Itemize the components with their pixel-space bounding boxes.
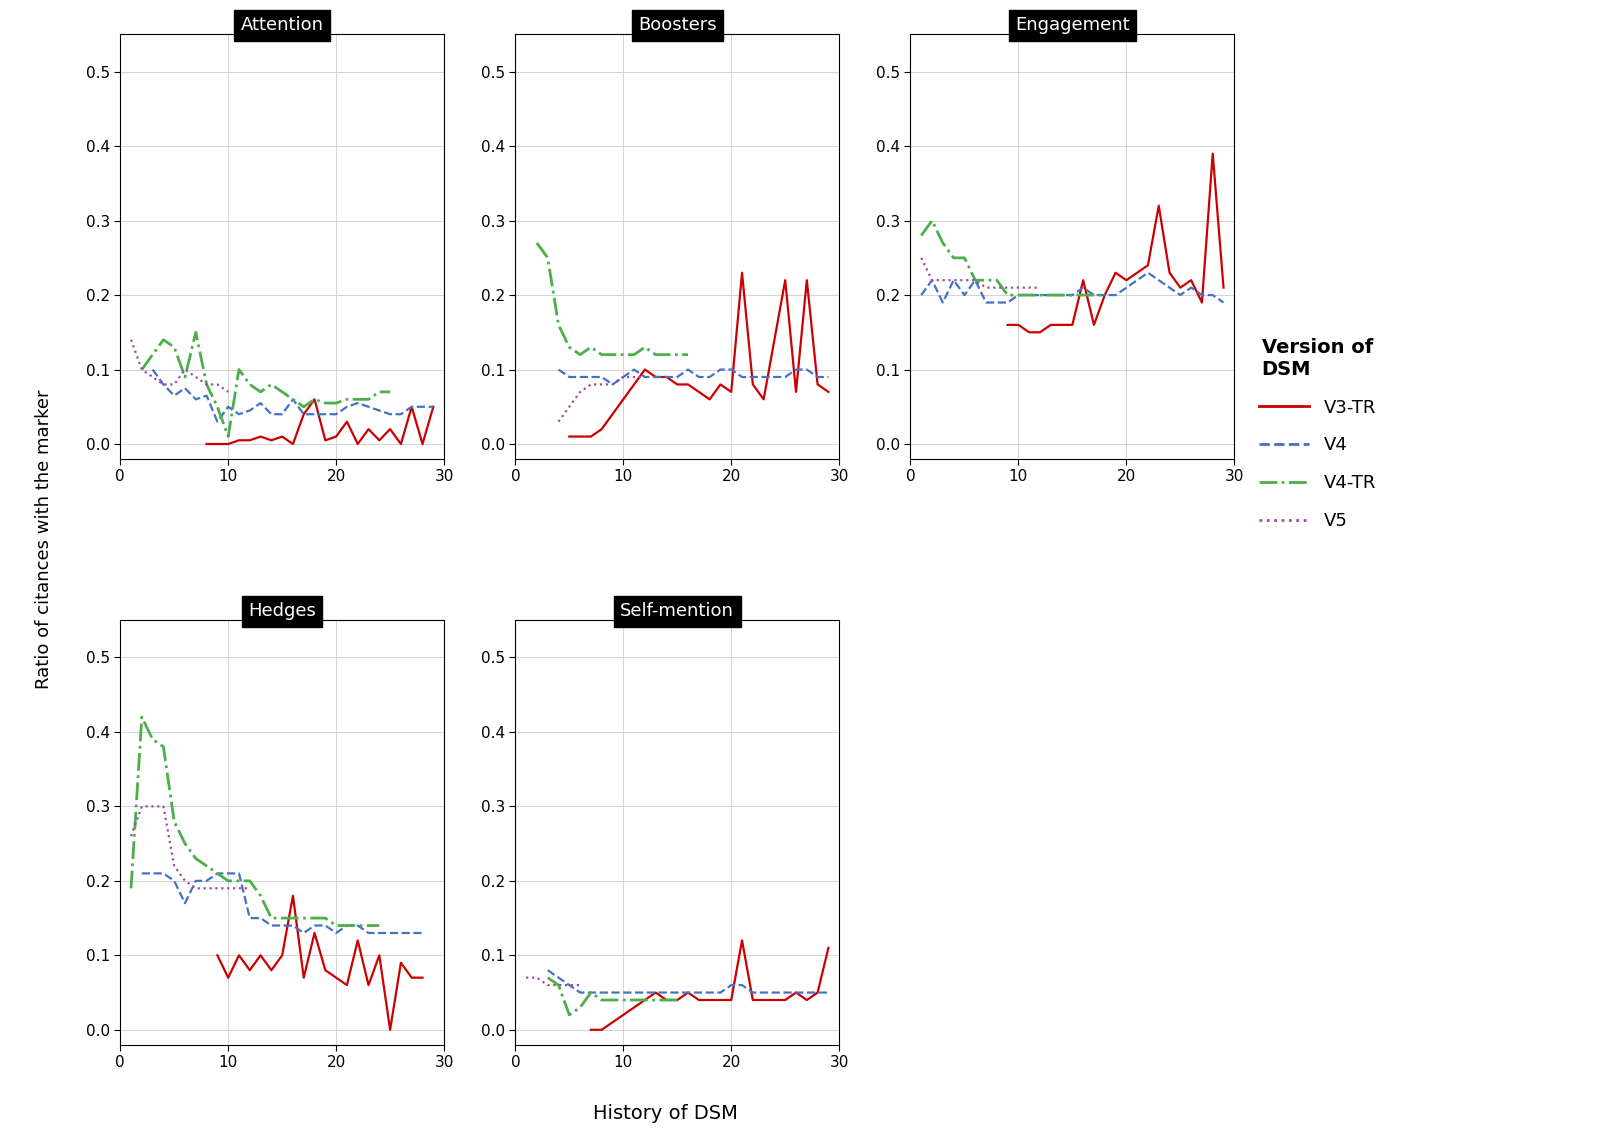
Text: Hedges: Hedges: [248, 603, 316, 620]
Text: Attention: Attention: [240, 16, 324, 34]
Text: Self-mention: Self-mention: [620, 603, 734, 620]
Text: Ratio of citances with the marker: Ratio of citances with the marker: [35, 390, 53, 689]
Text: Engagement: Engagement: [1015, 16, 1130, 34]
Text: History of DSM: History of DSM: [593, 1104, 737, 1123]
Text: Boosters: Boosters: [638, 16, 717, 34]
Legend: V3-TR, V4, V4-TR, V5: V3-TR, V4, V4-TR, V5: [1252, 331, 1383, 537]
